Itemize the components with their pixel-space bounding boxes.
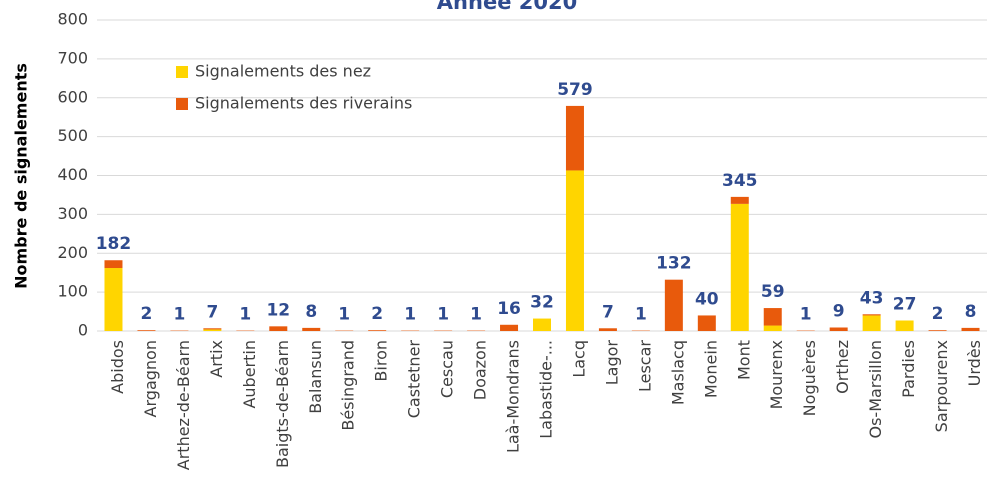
x-tick-label: Abidos: [108, 340, 127, 394]
bar-segment: [862, 315, 881, 331]
bar-segment: [862, 314, 881, 316]
data-label: 579: [557, 80, 593, 100]
x-tick-label: Argagnon: [141, 340, 160, 417]
bar-segment: [565, 170, 584, 331]
y-tick-label: 500: [57, 126, 88, 145]
y-tick-label: 600: [57, 87, 88, 106]
bar-segment: [730, 203, 749, 331]
y-tick-label: 400: [57, 165, 88, 184]
data-label: 12: [266, 300, 290, 320]
data-label: 2: [932, 304, 944, 324]
x-tick-label: Artix: [207, 340, 226, 378]
x-tick-label: Orthez: [833, 340, 852, 394]
bar-segment: [598, 328, 617, 331]
x-tick-label: Urdès: [965, 340, 984, 386]
bar-segment: [104, 260, 123, 269]
x-tick-label: Lagor: [602, 340, 621, 386]
data-label: 1: [437, 305, 449, 325]
legend-swatch: [176, 66, 188, 78]
bar-segment: [961, 327, 980, 331]
data-label: 2: [371, 304, 383, 324]
y-tick-label: 700: [57, 48, 88, 67]
legend-label: Signalements des riverains: [195, 94, 412, 113]
y-tick-label: 100: [57, 282, 88, 301]
data-label: 1: [470, 305, 482, 325]
data-label: 59: [761, 282, 785, 302]
data-label: 1: [338, 305, 350, 325]
x-tick-label: Arthez-de-Béarn: [174, 340, 193, 470]
data-label: 1: [635, 305, 647, 325]
y-tick-label: 200: [57, 243, 88, 262]
y-tick-label: 800: [57, 10, 88, 29]
data-label: 2: [141, 304, 153, 324]
data-label: 16: [497, 299, 521, 319]
x-tick-label: Lescar: [635, 340, 654, 392]
data-label: 1: [404, 305, 416, 325]
data-label: 7: [206, 302, 218, 322]
y-axis-title: Nombre de signalements: [12, 63, 31, 289]
bar-segment: [368, 330, 387, 331]
data-label: 345: [722, 171, 758, 191]
bar-segment: [302, 327, 321, 331]
x-tick-label: Baigts-de-Béarn: [273, 340, 292, 468]
data-label: 43: [860, 288, 884, 308]
bar-segment: [565, 105, 584, 171]
bar-segment: [895, 320, 914, 331]
data-label: 27: [893, 295, 917, 315]
x-tick-label: Mont: [734, 340, 753, 380]
data-label: 182: [96, 234, 132, 254]
data-label: 1: [173, 305, 185, 325]
data-label: 132: [656, 254, 692, 274]
data-label: 1: [800, 305, 812, 325]
x-tick-label: Bésingrand: [339, 340, 358, 431]
chart-title: Année 2020: [437, 0, 577, 14]
x-tick-label: Pardies: [899, 340, 918, 398]
data-label: 32: [530, 293, 554, 313]
y-tick-label: 0: [78, 321, 88, 340]
bar-segment: [829, 327, 848, 331]
x-tick-label: Aubertin: [240, 340, 259, 409]
legend-swatch: [176, 98, 188, 110]
data-label: 9: [833, 302, 845, 322]
data-label: 40: [695, 289, 719, 309]
bar-segment: [269, 326, 288, 331]
x-tick-label: Doazon: [471, 340, 490, 400]
x-tick-label: Os-Marsillon: [866, 340, 885, 439]
bar-segment: [763, 308, 782, 326]
x-tick-label: Monein: [701, 340, 720, 398]
bar-segment: [500, 324, 519, 331]
bar-segment: [203, 329, 222, 331]
x-tick-label: Mourenx: [767, 340, 786, 409]
bar-segment: [730, 196, 749, 204]
x-tick-label: Noguères: [800, 340, 819, 416]
x-tick-label: Laà-Mondrans: [504, 340, 523, 453]
data-label: 8: [965, 302, 977, 322]
x-tick-label: Labastide-...: [537, 340, 556, 439]
x-tick-label: Balansun: [306, 340, 325, 414]
bar-segment: [697, 315, 716, 331]
x-tick-label: Castetner: [405, 340, 424, 419]
legend-label: Signalements des nez: [195, 62, 371, 81]
data-label: 1: [239, 305, 251, 325]
x-tick-label: Maslacq: [668, 340, 687, 405]
x-tick-label: Lacq: [569, 340, 588, 378]
bar-segment: [533, 318, 551, 331]
x-tick-label: Sarpourenx: [932, 340, 951, 432]
bar-segment: [203, 328, 222, 330]
x-tick-label: Cescau: [438, 340, 457, 398]
bar-segment: [137, 330, 156, 331]
bar-segment: [104, 268, 123, 331]
data-label: 8: [305, 302, 317, 322]
x-tick-label: Biron: [372, 340, 391, 382]
bar-segment: [763, 325, 782, 331]
bar-segment: [664, 279, 683, 331]
data-label: 7: [602, 302, 614, 322]
y-tick-label: 300: [57, 204, 88, 223]
bar-segment: [928, 330, 947, 331]
